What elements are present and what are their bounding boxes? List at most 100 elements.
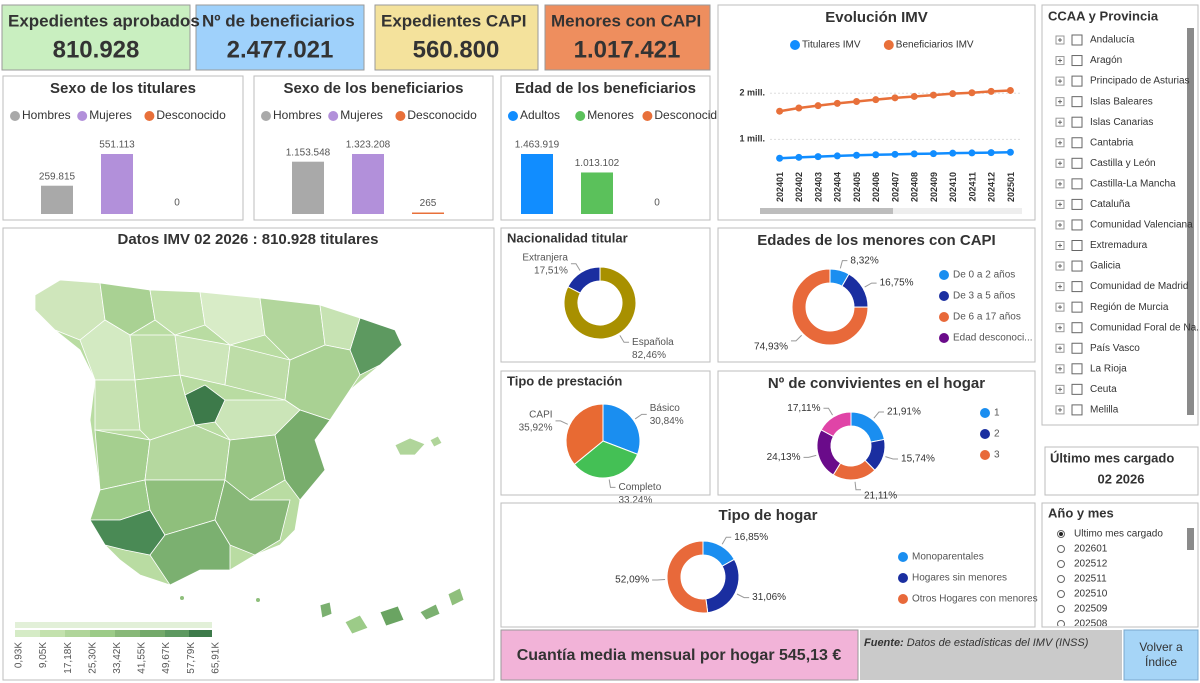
checkbox[interactable] [1071,363,1083,375]
checkbox[interactable] [1071,240,1083,251]
checkbox[interactable] [1071,260,1083,272]
checkbox[interactable] [1071,55,1083,67]
scroll-thumb[interactable] [760,208,893,214]
slicer-item[interactable]: Comunidad de Madrid [1090,281,1188,292]
checkbox[interactable] [1071,198,1083,210]
checkbox[interactable] [1071,404,1083,416]
radio[interactable] [1057,620,1065,628]
checkbox[interactable] [1071,342,1083,354]
slicer-item[interactable]: Comunidad Valenciana [1090,220,1193,231]
scrollbar[interactable] [1187,528,1194,550]
leader-line [619,335,630,343]
chart-title: Edad de los beneficiarios [515,80,696,97]
legend-track [15,622,212,628]
checkbox[interactable] [1071,219,1083,231]
data-label: 1.013.102 [575,158,620,169]
slicer-item[interactable]: Extremadura [1090,240,1148,251]
slicer-item[interactable]: 202508 [1074,619,1108,630]
line-marker [910,150,918,158]
radio[interactable] [1057,545,1065,553]
slicer-item[interactable]: 202511 [1074,574,1107,585]
legend-swatch [144,111,155,121]
kpi-card [195,4,365,71]
slicer-item[interactable]: Comunidad Foral de Na... [1090,322,1200,333]
bar [41,185,73,214]
data-label: 0 [174,198,180,209]
slicer-item[interactable]: Cantabria [1090,137,1134,148]
checkbox[interactable] [1071,137,1083,149]
checkbox[interactable] [1071,322,1083,334]
legend-label: 57,79K [186,642,197,674]
slice [602,403,641,455]
slicer-item[interactable]: País Vasco [1090,343,1140,354]
ccaa-slicer [1041,4,1199,426]
legend-swatch [898,594,908,604]
checkbox[interactable] [1071,383,1083,395]
back-button[interactable] [1123,629,1199,681]
checkbox[interactable] [1071,157,1083,169]
slicer-item[interactable]: Castilla-La Mancha [1090,178,1176,189]
expand-plus [1058,284,1062,289]
data-label: 74,93% [754,342,788,353]
checkbox[interactable] [1071,96,1083,108]
province [94,379,141,431]
slicer-item[interactable]: 202601 [1074,544,1108,555]
checkbox[interactable] [1071,75,1083,87]
month-items: Ultimo mes cargado 202601 202512 202511 2025… [1057,529,1163,630]
checkbox[interactable] [1071,178,1083,190]
checkbox[interactable] [1071,281,1083,293]
legend-swatch [883,40,894,50]
line-marker [949,149,957,157]
expand-plus [1058,58,1062,63]
checkbox[interactable] [1071,116,1083,128]
line-marker [987,87,995,95]
button-label[interactable]: Índice [1145,654,1177,669]
data-label-category: Extranjera [522,252,568,263]
expand-plus [1058,140,1062,145]
slicer-item[interactable]: Galicia [1090,261,1121,272]
legend-swatch [980,429,990,439]
chart-title: Sexo de los beneficiarios [283,80,463,97]
legend-label: 41,55K [137,642,148,674]
province [129,334,181,381]
kpi-label: Menores con CAPI [551,11,701,30]
slicer-item[interactable]: Melilla [1090,405,1119,416]
radio[interactable] [1057,560,1065,568]
slicer-item[interactable]: 202509 [1074,604,1108,615]
legend-label: 9,05K [38,642,49,668]
leader-line [823,407,833,416]
island [379,605,405,627]
legend-label: De 0 a 2 años [953,270,1015,281]
radio[interactable] [1057,590,1065,598]
slicer-item[interactable]: Principado de Asturias [1090,76,1190,87]
line-marker [987,149,995,157]
slicer-item[interactable]: Islas Baleares [1090,96,1153,107]
slicer-item[interactable]: Islas Canarias [1090,117,1153,128]
radio[interactable] [1057,605,1065,613]
button-label[interactable]: Volver a [1139,640,1183,654]
source-text: Datos de estadísticas del IMV (INSS) [904,637,1089,649]
source: Fuente: Datos de estadísticas del IMV (I… [864,637,1089,649]
kpi-card [1,4,191,71]
slicer-item[interactable]: 202512 [1074,559,1108,570]
data-label: 17,11% [787,403,820,414]
expand-plus [1058,99,1062,104]
checkbox[interactable] [1071,34,1083,46]
slicer-item[interactable]: Castilla y León [1090,158,1156,169]
slice [563,266,637,340]
legend-label: Titulares IMV [802,40,861,51]
slicer-item[interactable]: La Rioja [1090,363,1127,374]
leader-line [885,456,899,460]
slicer-item[interactable]: Ceuta [1090,384,1117,395]
slicer-item[interactable]: Aragón [1090,55,1122,66]
slicer-item[interactable]: Cataluña [1090,199,1130,210]
slicer-item[interactable]: Ultimo mes cargado [1074,529,1163,540]
slicer-item[interactable]: Región de Murcia [1090,302,1169,313]
checkbox[interactable] [1071,301,1083,313]
expand-plus [1058,38,1062,42]
slicer-item[interactable]: 202510 [1074,589,1108,600]
radio[interactable] [1057,575,1065,583]
scrollbar[interactable] [1187,28,1194,415]
data-label: 52,09% [615,575,649,586]
slicer-item[interactable]: Andalucía [1090,35,1135,46]
